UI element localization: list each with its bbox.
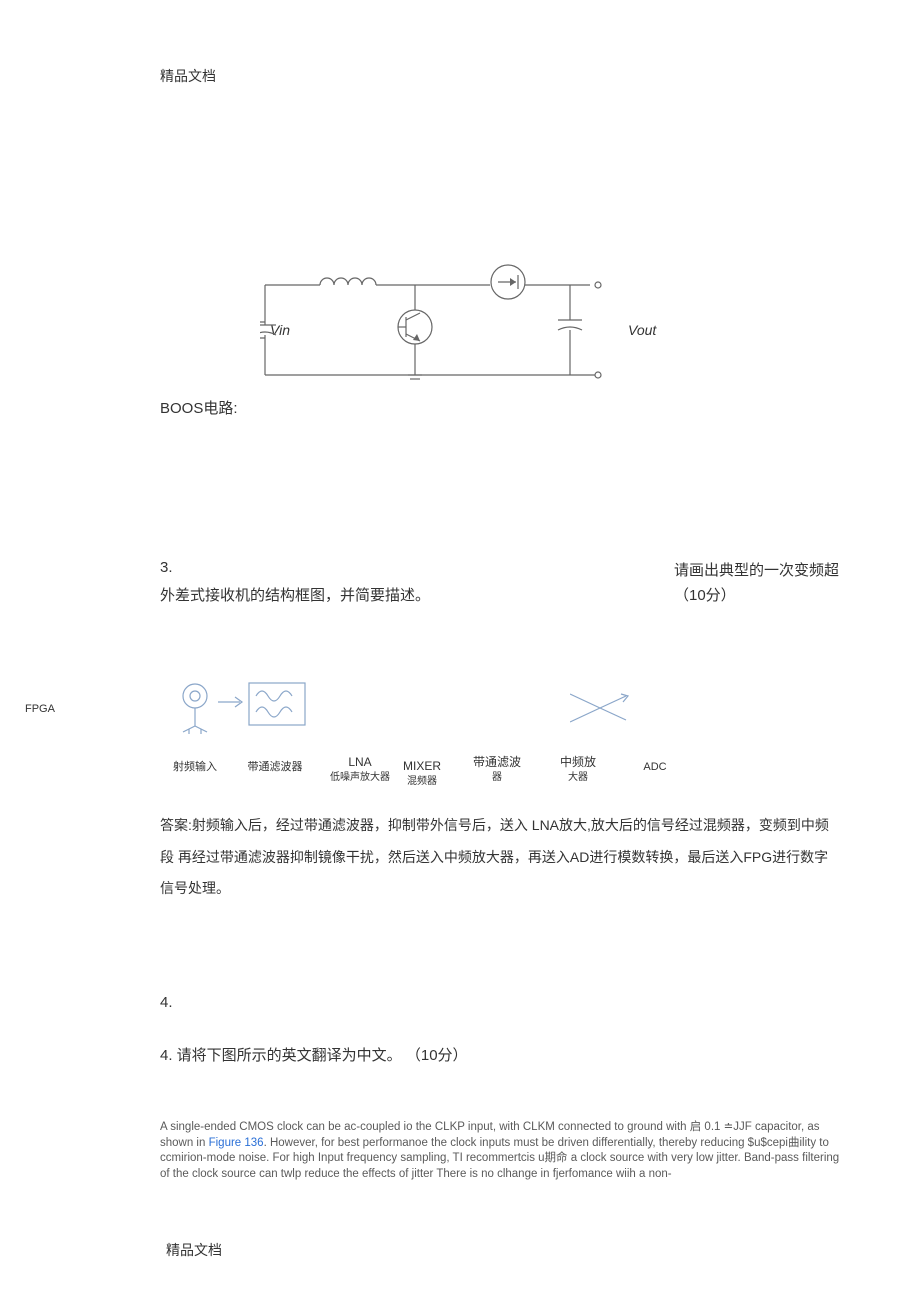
footer-text: 精品文档 xyxy=(166,1240,222,1260)
arrow-icon xyxy=(218,696,246,708)
ifamp-label: 中频放 大器 xyxy=(548,754,608,785)
answer-text: 答案:射频输入后，经过带通滤波器，抑制带外信号后，送入 LNA放大,放大后的信号… xyxy=(160,810,840,905)
q4-text: 4. 请将下图所示的英文翻译为中文。 （10分） xyxy=(160,1044,468,1065)
mixer-label: MIXER 混频器 xyxy=(392,758,452,789)
bpf-label: 带通滤波器 xyxy=(230,760,320,775)
rf-input-label: 射频输入 xyxy=(160,760,230,775)
figure-link[interactable]: Figure 136 xyxy=(209,1137,264,1149)
mixer-icon xyxy=(570,690,630,726)
english-paragraph: A single-ended CMOS clock can be ac-coup… xyxy=(160,1120,840,1182)
adc-label: ADC xyxy=(630,760,680,775)
bpf2-label: 带通滤波 器 xyxy=(462,754,532,785)
block-diagram: 射频输入 带通滤波器 LNA 低噪声放大器 MIXER 混频器 带通滤波 器 中… xyxy=(170,682,850,792)
q3-number: 3. xyxy=(160,559,173,576)
q3-text: 外差式接收机的结构框图，并简要描述。 xyxy=(160,584,430,605)
antenna-icon xyxy=(175,682,215,737)
circuit-schematic xyxy=(260,260,680,390)
lna-label: LNA 低噪声放大器 xyxy=(320,754,400,785)
page-body: 精品文档 Vin Vout xyxy=(160,0,840,1303)
boos-label: BOOS电路: xyxy=(160,397,238,418)
q3-right-b: （10分） xyxy=(674,584,736,605)
q3-right-a: 请画出典型的一次变频超 xyxy=(674,559,839,580)
bandpass-filter-icon xyxy=(248,682,306,726)
header-text: 精品文档 xyxy=(160,66,216,86)
q4-number: 4. xyxy=(160,994,173,1011)
fpga-label: FPGA xyxy=(25,703,55,715)
